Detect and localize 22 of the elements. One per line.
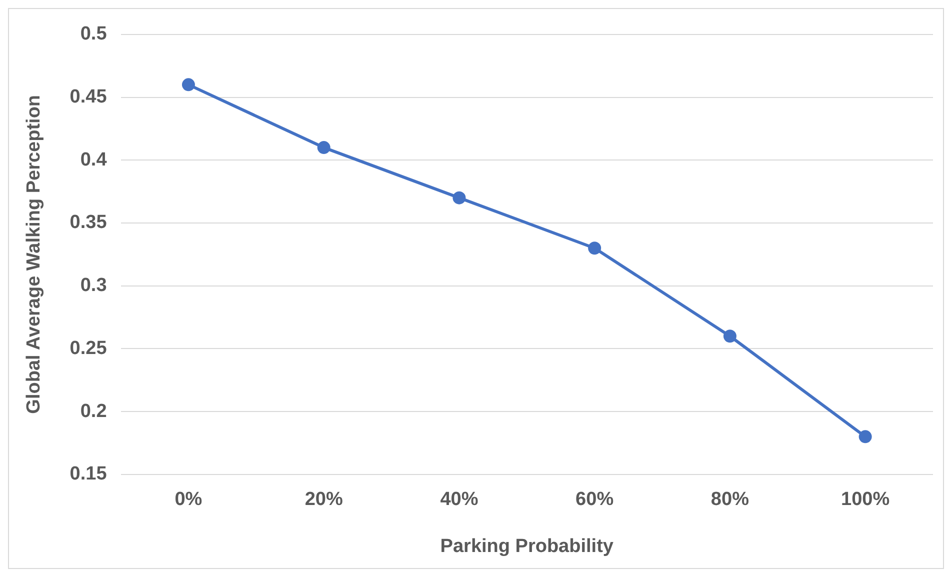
y-tick-label: 0.15 — [70, 464, 108, 485]
point — [182, 78, 195, 92]
point — [723, 330, 736, 343]
x-tick-label: 60% — [576, 489, 614, 510]
y-axis-title: Global Average Walking Perception — [24, 94, 45, 414]
y-tick-label: 0.25 — [70, 338, 108, 359]
point — [588, 242, 602, 255]
point — [452, 191, 466, 204]
x-axis-title: Parking Probability — [440, 536, 614, 557]
y-tick-label: 0.4 — [80, 149, 108, 170]
y-tick-label: 0.3 — [80, 275, 107, 296]
y-tick-label: 0.35 — [70, 212, 108, 234]
y-tick-label: 0.45 — [70, 86, 108, 108]
x-tick-label: 100% — [841, 489, 890, 510]
x-tick-label: 80% — [710, 489, 750, 510]
y-tick-label: 0.2 — [80, 400, 107, 422]
point — [858, 430, 872, 444]
y-tick-label: 0.5 — [80, 24, 108, 45]
x-tick-label: 0% — [174, 489, 202, 510]
x-tick-label: 20% — [304, 489, 343, 510]
x-tick-label: 40% — [440, 489, 478, 510]
point — [317, 141, 330, 154]
